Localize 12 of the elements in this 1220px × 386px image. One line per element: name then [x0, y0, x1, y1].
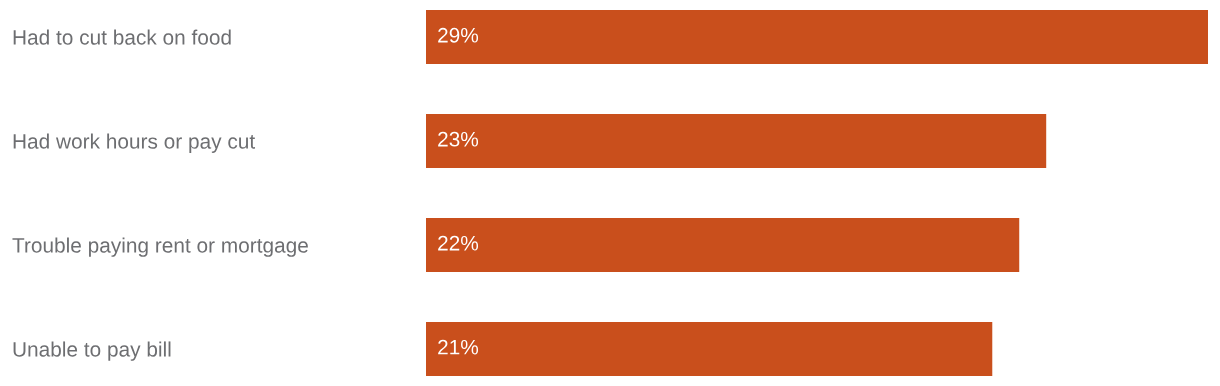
- bar: [426, 113, 1047, 169]
- bar: [426, 321, 993, 376]
- y-tick-label: Had work hours or pay cut: [13, 133, 256, 153]
- data-label: 23%: [438, 131, 479, 147]
- data-label: 21%: [438, 339, 479, 355]
- y-tick-label: Trouble paying rent or mortgage: [12, 237, 308, 257]
- bar: [426, 10, 1208, 65]
- y-tick-label: Unable to pay bill: [13, 341, 171, 361]
- bar: [426, 217, 1020, 273]
- y-tick-label: Had to cut back on food: [13, 29, 231, 45]
- data-label: 29%: [438, 27, 479, 43]
- data-label: 22%: [438, 235, 479, 251]
